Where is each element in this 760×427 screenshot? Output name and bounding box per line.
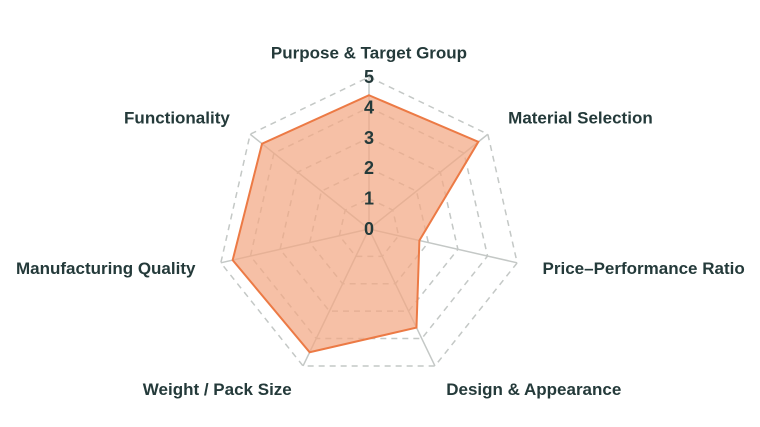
tick-label-5: 5	[364, 67, 374, 87]
axis-label-2: Price–Performance Ratio	[543, 259, 745, 278]
axis-label-5: Manufacturing Quality	[16, 259, 196, 278]
tick-label-1: 1	[364, 189, 374, 209]
radar-series	[231, 94, 480, 354]
axis-label-0: Purpose & Target Group	[271, 44, 467, 63]
series-area-0	[231, 94, 480, 354]
axis-label-1: Material Selection	[508, 109, 653, 128]
axis-labels: Purpose & Target Group Material Selection…	[16, 44, 745, 399]
axis-label-4: Weight / Pack Size	[143, 380, 292, 399]
tick-label-0: 0	[364, 219, 374, 239]
axis-label-3: Design & Appearance	[446, 380, 621, 399]
radial-tick-labels: 0 1 2 3 4 5	[364, 67, 374, 239]
axis-label-6: Functionality	[124, 109, 230, 128]
tick-label-3: 3	[364, 128, 374, 148]
grid-ring-4	[249, 106, 489, 340]
tick-label-4: 4	[364, 97, 374, 117]
tick-label-2: 2	[364, 158, 374, 178]
